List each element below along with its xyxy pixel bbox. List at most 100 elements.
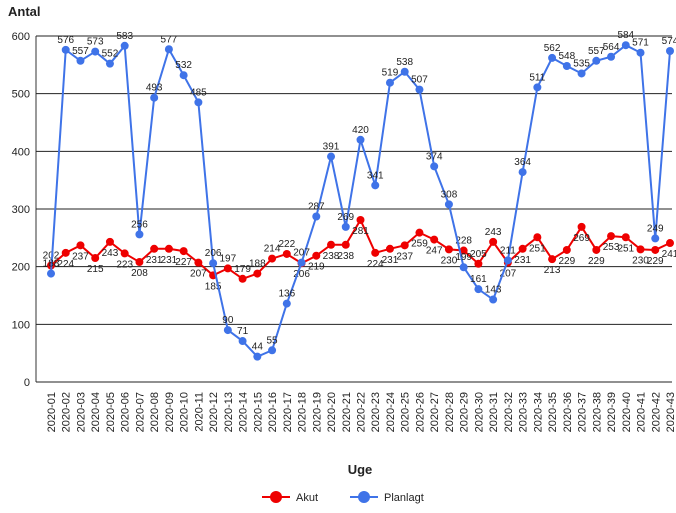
data-label: 179 [234,264,251,275]
data-point [356,135,365,144]
data-point [533,83,542,92]
y-tick-label: 100 [12,319,30,331]
data-label: 238 [323,251,340,262]
x-tick-label: 2020-11 [193,392,205,432]
data-label: 237 [396,251,413,262]
data-label: 219 [308,262,325,273]
data-point [194,98,203,107]
data-label: 206 [293,269,310,280]
data-label: 237 [72,251,89,262]
data-label: 230 [632,255,649,266]
data-point [47,269,55,278]
data-label: 247 [426,246,443,257]
y-tick-label: 200 [12,262,30,274]
data-point [371,248,380,257]
data-label: 224 [57,259,74,270]
data-label: 188 [43,259,60,270]
data-label: 241 [662,249,676,260]
data-point [489,237,498,246]
data-point [607,52,616,61]
data-label: 199 [455,252,472,263]
x-tick-label: 2020-16 [267,392,279,432]
data-point [268,254,277,263]
data-point [223,264,232,273]
data-point [76,56,85,65]
x-tick-label: 2020-06 [120,392,132,432]
data-point [666,239,674,248]
data-point [105,237,114,246]
legend-label: Planlagt [384,492,424,504]
data-label: 251 [617,243,634,254]
data-label: 143 [485,285,502,296]
data-label: 374 [426,151,443,162]
data-label: 188 [249,259,266,270]
data-point [562,61,571,70]
data-point [312,251,321,260]
data-point [385,244,394,253]
y-tick-label: 300 [12,204,30,216]
data-label: 249 [647,223,664,234]
x-axis-title: Uge [348,462,373,477]
data-label: 574 [662,36,676,47]
legend-label: Akut [296,492,318,504]
data-point [577,222,586,231]
data-label: 231 [146,255,163,266]
data-label: 557 [588,46,605,57]
data-label: 228 [455,236,472,247]
data-point [297,258,306,267]
data-label: 269 [573,233,590,244]
data-label: 207 [190,269,207,280]
data-label: 208 [131,268,148,279]
x-tick-label: 2020-21 [341,392,353,432]
data-point [164,244,173,253]
data-point [341,240,350,249]
data-point [356,215,365,224]
legend-marker [358,491,370,503]
x-tick-label: 2020-36 [562,392,574,432]
data-label: 227 [175,257,192,268]
data-point [533,233,542,242]
data-point [76,241,85,250]
data-point [194,258,203,267]
data-point [548,53,557,62]
data-label: 229 [558,256,575,267]
data-point [179,247,188,256]
x-tick-label: 2020-10 [179,392,191,432]
x-tick-label: 2020-09 [164,392,176,432]
x-tick-label: 2020-13 [223,392,235,432]
y-tick-label: 0 [24,377,30,389]
data-label: 161 [470,274,487,285]
data-point [444,245,453,254]
x-tick-label: 2020-07 [134,392,146,432]
data-label: 557 [72,46,89,57]
data-label: 391 [323,142,340,153]
data-label: 548 [558,51,575,62]
legend-marker [270,491,282,503]
data-label: 583 [116,31,133,42]
data-label: 55 [267,335,279,346]
x-tick-label: 2020-32 [503,392,515,432]
data-point [268,346,277,355]
data-label: 420 [352,125,369,136]
data-label: 485 [190,87,207,98]
data-point [341,222,350,231]
x-tick-label: 2020-27 [429,392,441,432]
data-point [621,233,630,242]
data-point [430,162,439,171]
data-label: 281 [352,226,369,237]
data-label: 493 [146,83,163,94]
data-label: 256 [131,219,148,230]
data-label: 562 [544,43,561,54]
x-tick-label: 2020-43 [665,392,676,432]
data-label: 44 [252,342,264,353]
data-label: 269 [337,212,354,223]
data-point [371,181,380,190]
y-tick-label: 500 [12,89,30,101]
data-point [61,45,70,54]
data-label: 364 [514,157,531,168]
data-point [489,295,498,304]
data-point [621,41,630,50]
x-tick-label: 2020-35 [547,392,559,432]
data-point [636,245,645,254]
